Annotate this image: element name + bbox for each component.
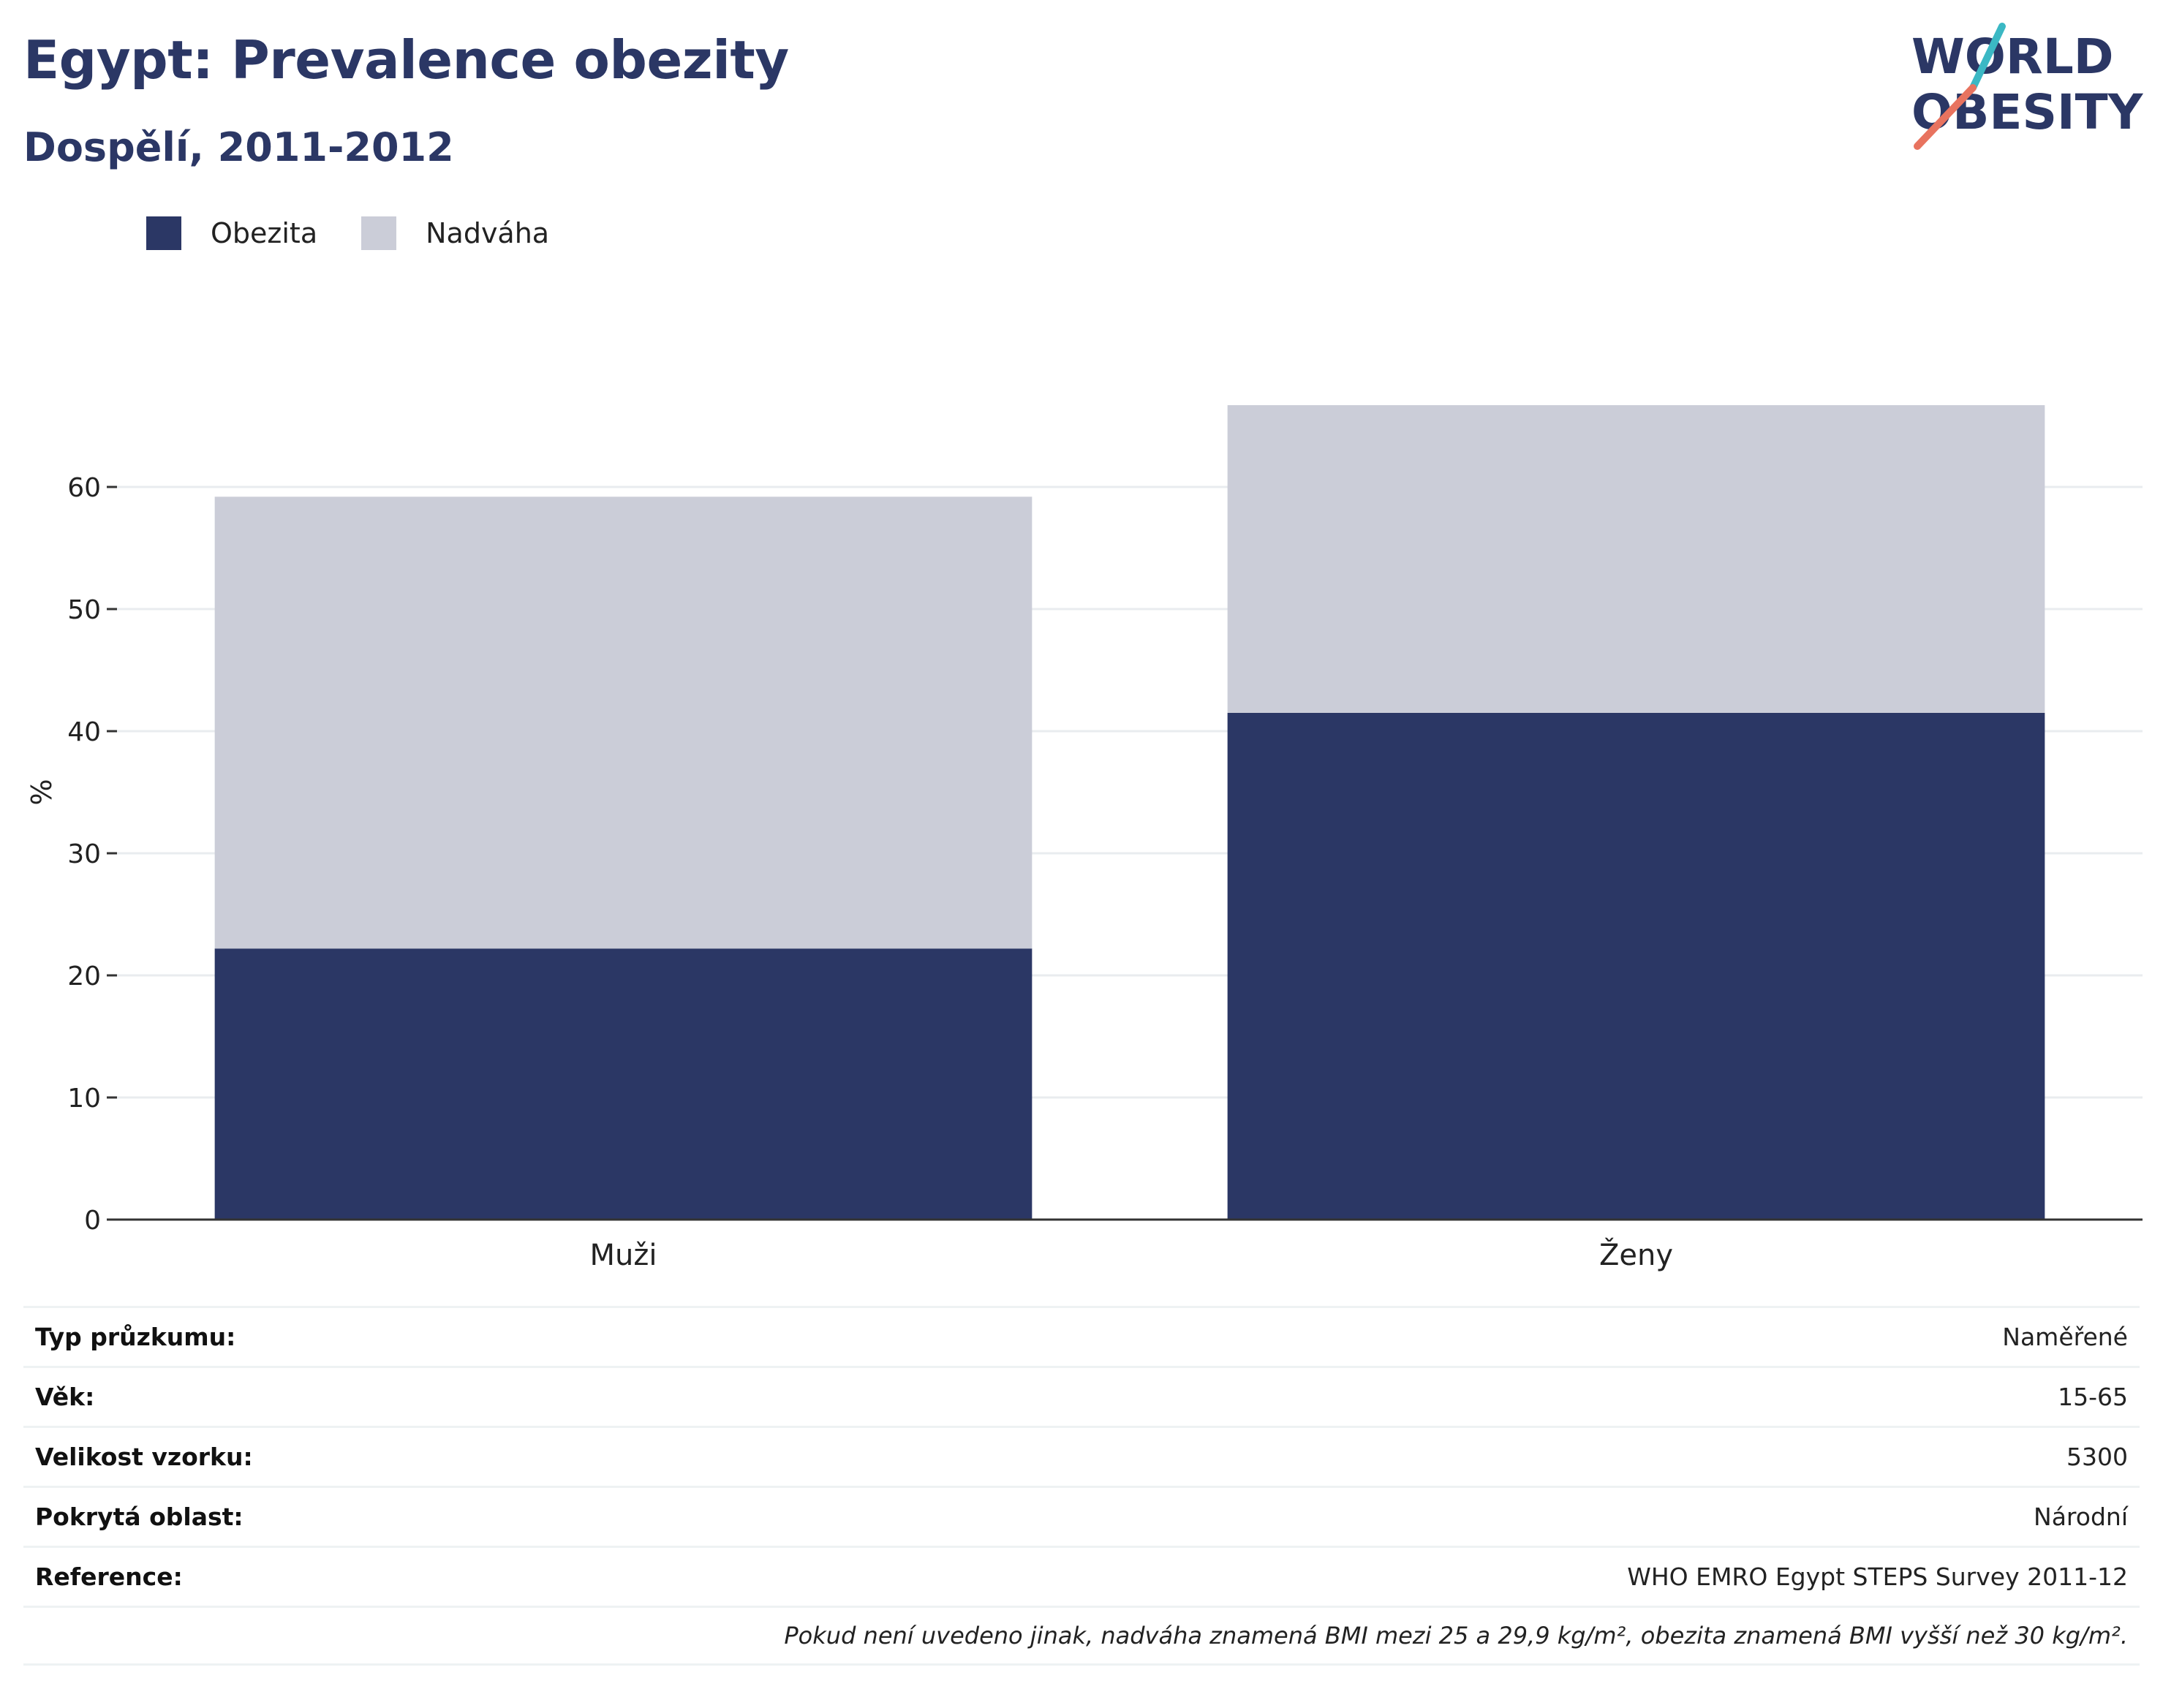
logo-teal-stroke xyxy=(1969,23,2006,91)
info-key: Typ průzkumu: xyxy=(35,1323,236,1351)
x-tick-label: Ženy xyxy=(1599,1237,1673,1272)
y-tick-label: 20 xyxy=(67,961,101,991)
stacked-bar-chart: 0 10 20 30 40 50 60% Muži Ženy xyxy=(26,405,2143,1272)
logo-coral-stroke xyxy=(1914,84,1977,150)
info-row-age: Věk: 15-65 xyxy=(23,1366,2140,1426)
legend-swatch-overweight xyxy=(361,216,397,250)
chart-legend: Obezita Nadváha xyxy=(146,216,593,250)
info-key: Věk: xyxy=(35,1383,95,1411)
bar-overweight-men xyxy=(214,496,1033,949)
info-row-sample-size: Velikost vzorku: 5300 xyxy=(23,1426,2140,1486)
y-tick-label: 10 xyxy=(67,1084,101,1114)
y-tick-label: 30 xyxy=(67,839,101,869)
world-obesity-logo: WORLD OBESITY xyxy=(1911,23,2144,150)
y-tick-label: 40 xyxy=(67,717,101,747)
legend-swatch-obesity xyxy=(146,216,181,250)
info-key: Pokrytá oblast: xyxy=(35,1503,244,1531)
y-tick-label: 50 xyxy=(67,595,101,625)
survey-info-table: Typ průzkumu: Naměřené Věk: 15-65 Veliko… xyxy=(23,1306,2140,1666)
logo-line1: WORLD xyxy=(1911,29,2114,85)
x-tick-label: Muži xyxy=(590,1239,657,1272)
bar-overweight-women xyxy=(1227,405,2045,713)
legend-label-overweight: Nadváha xyxy=(426,217,550,249)
info-key: Reference: xyxy=(35,1562,183,1591)
info-value: 15-65 xyxy=(2058,1383,2128,1411)
definition-note: Pokud není uvedeno jinak, nadváha znamen… xyxy=(23,1606,2140,1666)
info-key: Velikost vzorku: xyxy=(35,1443,253,1471)
y-tick-label: 0 xyxy=(84,1206,101,1236)
info-row-area: Pokrytá oblast: Národní xyxy=(23,1486,2140,1546)
info-value: Naměřené xyxy=(2002,1323,2128,1351)
info-value: WHO EMRO Egypt STEPS Survey 2011-12 xyxy=(1627,1562,2128,1591)
chart-title: Egypt: Prevalence obezity xyxy=(23,29,789,91)
legend-item-obesity[interactable]: Obezita xyxy=(146,216,317,250)
y-tick-label: 60 xyxy=(67,473,101,503)
legend-label-obesity: Obezita xyxy=(211,217,318,249)
y-axis-label: % xyxy=(26,779,58,805)
chart-subtitle: Dospělí, 2011-2012 xyxy=(23,124,454,170)
bar-obesity-men xyxy=(214,948,1033,1220)
info-value: Národní xyxy=(2034,1503,2128,1531)
info-row-reference: Reference: WHO EMRO Egypt STEPS Survey 2… xyxy=(23,1546,2140,1606)
legend-item-overweight[interactable]: Nadváha xyxy=(361,216,549,250)
bar-obesity-women xyxy=(1227,712,2045,1220)
info-row-survey-type: Typ průzkumu: Naměřené xyxy=(23,1306,2140,1366)
info-value: 5300 xyxy=(2066,1443,2128,1471)
